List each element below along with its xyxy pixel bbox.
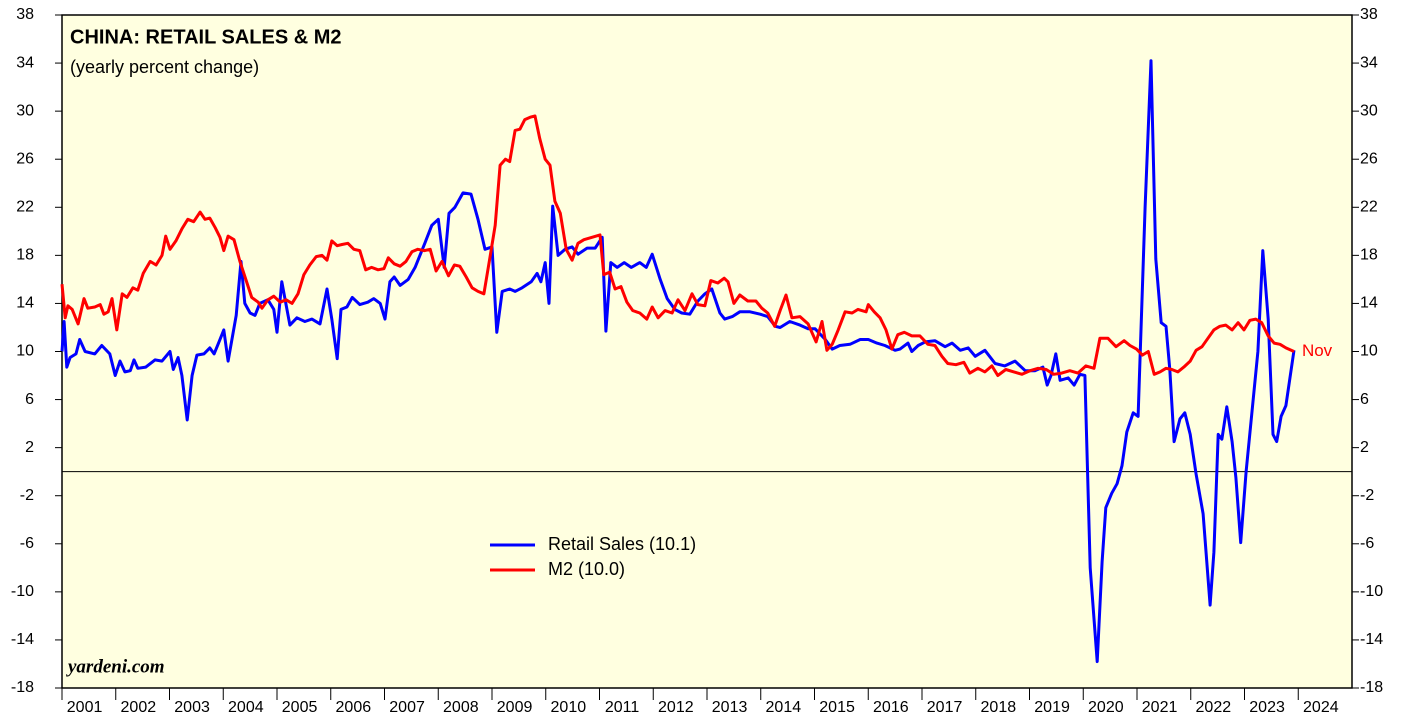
y2-tick-label: -6: [1360, 535, 1374, 552]
chart-subtitle: (yearly percent change): [70, 57, 259, 77]
y-tick-label: 18: [16, 247, 34, 264]
y-tick-label: 22: [16, 199, 34, 216]
y-tick-label: 10: [16, 343, 34, 360]
x-tick-label: 2001: [67, 699, 103, 716]
y2-tick-label: 34: [1360, 54, 1378, 71]
x-tick-label: 2023: [1249, 699, 1285, 716]
x-tick-label: 2011: [605, 699, 640, 716]
x-tick-label: 2015: [819, 699, 855, 716]
x-tick-label: 2021: [1142, 699, 1178, 716]
y-tick-label: -10: [11, 583, 34, 600]
y-tick-label: 30: [16, 102, 34, 119]
chart-title: CHINA: RETAIL SALES & M2: [70, 26, 342, 48]
x-tick-label: 2014: [766, 699, 802, 716]
x-tick-label: 2006: [336, 699, 372, 716]
y2-tick-label: -10: [1360, 583, 1383, 600]
x-tick-label: 2004: [228, 699, 264, 716]
y2-tick-label: 10: [1360, 343, 1378, 360]
y-tick-label: 2: [25, 439, 34, 456]
x-tick-label: 2016: [873, 699, 909, 716]
legend-label: Retail Sales (10.1): [548, 534, 696, 554]
x-tick-label: 2022: [1196, 699, 1232, 716]
y2-tick-label: 14: [1360, 295, 1378, 312]
y2-tick-label: 38: [1360, 6, 1378, 23]
legend-label: M2 (10.0): [548, 559, 625, 579]
y2-tick-label: 6: [1360, 391, 1369, 408]
y-tick-label: -18: [11, 679, 34, 696]
x-tick-label: 2008: [443, 699, 479, 716]
x-tick-label: 2019: [1034, 699, 1070, 716]
x-tick-label: 2007: [389, 699, 425, 716]
series-line: [60, 59, 1296, 664]
y-tick-label: 38: [16, 6, 34, 23]
y2-tick-label: -14: [1360, 631, 1383, 648]
y-tick-label: -2: [20, 487, 34, 504]
x-tick-label: 2003: [174, 699, 210, 716]
y2-tick-label: 2: [1360, 439, 1369, 456]
y-tick-label: 6: [25, 391, 34, 408]
y2-tick-label: 26: [1360, 150, 1378, 167]
x-tick-label: 2018: [981, 699, 1017, 716]
y-tick-label: 26: [16, 150, 34, 167]
x-tick-label: 2017: [927, 699, 963, 716]
y-tick-label: 14: [16, 295, 34, 312]
y-tick-label: -6: [20, 535, 34, 552]
y2-tick-label: 18: [1360, 247, 1378, 264]
y-tick-label: 34: [16, 54, 34, 71]
y2-tick-label: -2: [1360, 487, 1374, 504]
end-label: Nov: [1302, 341, 1333, 360]
x-tick-label: 2024: [1303, 699, 1339, 716]
marks: [60, 59, 1352, 664]
x-tick-label: 2010: [551, 699, 587, 716]
y2-tick-label: 30: [1360, 102, 1378, 119]
x-tick-label: 2009: [497, 699, 533, 716]
y-tick-label: -14: [11, 631, 34, 648]
plot-area: [61, 14, 1353, 689]
x-tick-label: 2020: [1088, 699, 1124, 716]
x-tick-label: 2002: [121, 699, 157, 716]
y2-tick-label: -18: [1360, 679, 1383, 696]
y2-tick-label: 22: [1360, 199, 1378, 216]
x-tick-label: 2012: [658, 699, 694, 716]
source: yardeni.com: [66, 656, 165, 677]
x-tick-label: 2013: [712, 699, 748, 716]
series-line: [60, 114, 1295, 377]
x-tick-label: 2005: [282, 699, 318, 716]
